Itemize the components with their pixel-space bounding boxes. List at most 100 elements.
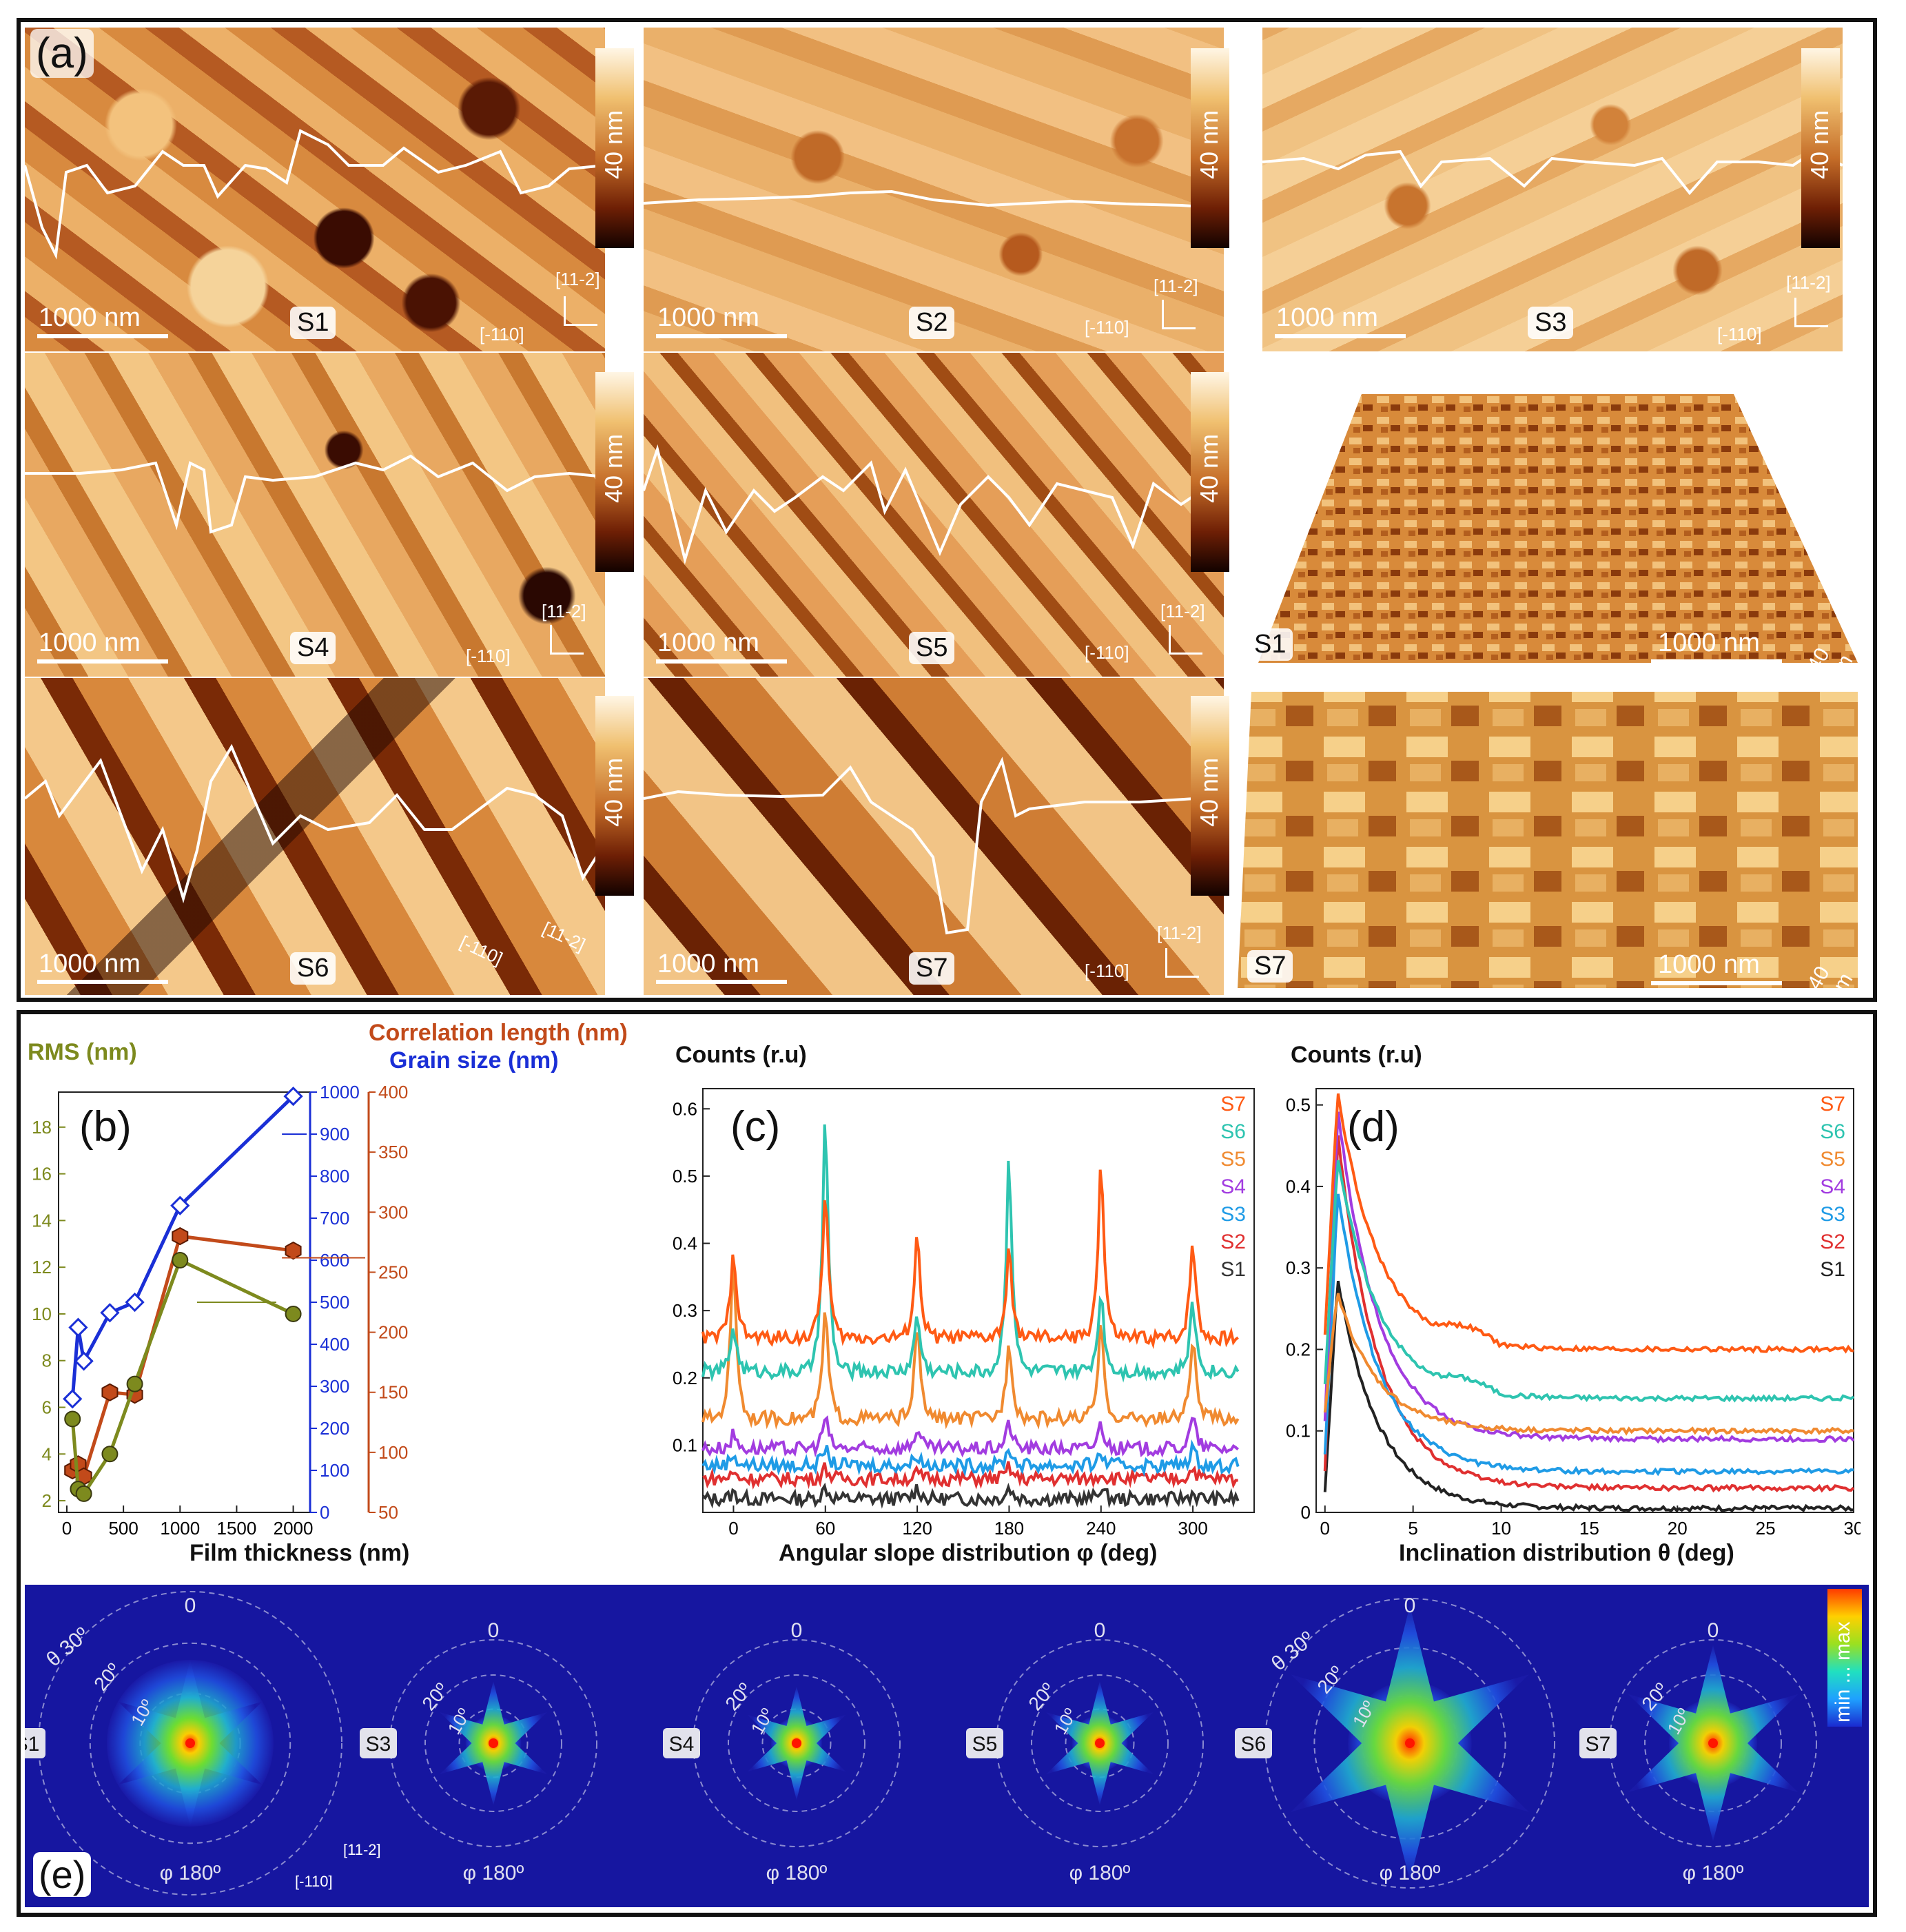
polar-colorbar-label: min ... max — [1832, 1621, 1854, 1723]
rms-point — [126, 1375, 143, 1393]
sample-tag: S7 — [1247, 950, 1293, 983]
corr-tick-label: 50 — [378, 1502, 398, 1523]
orientation-y-label: [11-2] — [1160, 601, 1205, 621]
polar-top-label: 0 — [1708, 1619, 1719, 1642]
panel-c-x-label: Angular slope distribution φ (deg) — [779, 1540, 1158, 1566]
orientation-x-label: [-110] — [1085, 317, 1129, 338]
afm-3d-view-s7: S7 1000 nm 40 nm — [1238, 678, 1865, 995]
plot-frame — [1315, 1088, 1854, 1513]
polar-sample-tag: S4 — [669, 1733, 695, 1756]
panel-a-letter: (a) — [30, 29, 94, 78]
x-tick-label: 25 — [1756, 1518, 1776, 1539]
polar-sample-tag-bg — [1579, 1728, 1617, 1758]
colorbar — [595, 48, 634, 248]
scale-bar — [656, 334, 787, 338]
panel-c-y-label: Counts (r.u) — [675, 1042, 807, 1068]
polar-ring-20-label: 20º — [418, 1679, 452, 1715]
grain-tick-label: 800 — [320, 1166, 349, 1186]
polar-top-label: 0 — [1404, 1594, 1416, 1617]
corr-tick-label: 400 — [378, 1082, 408, 1102]
colorbar — [1801, 48, 1840, 248]
scale-bar-label: 1000 nm — [1276, 303, 1378, 332]
polar-ring-20-label: 20º — [721, 1679, 755, 1715]
x-tick-label: 2000 — [274, 1518, 314, 1539]
polar-sample-tag-bg — [360, 1728, 397, 1758]
panel-e-background — [25, 1585, 1869, 1907]
chart-d: 0 5 10 15 20 25 30 0 0.1 0.2 0.3 0.4 0.5 S7 S6 S5 S4 S3 S2… — [1286, 1088, 1861, 1539]
polar-top-label: 0 — [1094, 1619, 1106, 1642]
x-tick-label: 0 — [62, 1518, 72, 1539]
sample-tag: S4 — [290, 632, 336, 664]
polar-sample-tag-bg — [663, 1728, 700, 1758]
rms-point — [101, 1446, 119, 1463]
colorbar-label: 40 nm — [1195, 757, 1223, 827]
orientation-x-label: [-110] — [1085, 960, 1129, 981]
orientation-arrows-icon — [564, 296, 597, 326]
scale-bar-label: 1000 nm — [1658, 628, 1760, 657]
orientation-y-label: [11-2] — [555, 269, 600, 289]
rms-point — [64, 1410, 81, 1428]
series-S1 — [701, 1482, 1240, 1509]
x-tick-label: 15 — [1579, 1518, 1599, 1539]
grain-tick-label: 0 — [320, 1502, 329, 1523]
polar-bottom-label: φ 180º — [1380, 1862, 1441, 1884]
grain-point — [63, 1389, 83, 1409]
polar-ring-20-label: 20º — [1024, 1679, 1058, 1715]
polar-sample-tag: S7 — [1586, 1733, 1611, 1756]
panel-d-letter: (d) — [1347, 1103, 1400, 1151]
polar-ring-20-label: 20º — [90, 1659, 124, 1695]
series-S3 — [701, 1439, 1240, 1477]
colorbar-label: 40 nm — [600, 433, 628, 503]
afm-image-s7: 1000 nm S7 [-110] [11-2] — [644, 678, 1224, 995]
polar-sample-tag-bg — [1235, 1728, 1272, 1758]
grain-tick-label: 400 — [320, 1334, 349, 1355]
afm-image-s6: 1000 nm S6 [-110] [11-2] — [25, 678, 605, 995]
rms-tick-label: 16 — [32, 1164, 52, 1184]
y-tick-label: 0.2 — [673, 1368, 697, 1388]
polar-colorbar — [1827, 1589, 1862, 1727]
corr-tick-label: 100 — [378, 1442, 408, 1463]
scale-bar — [37, 334, 168, 338]
grain-point — [283, 1086, 303, 1107]
orientation-arrows-icon — [1169, 625, 1202, 655]
colorbar — [595, 696, 634, 896]
legend-S3: S3 — [1820, 1203, 1845, 1226]
polar-theta-label: θ 30º — [42, 1623, 93, 1672]
legend-S7: S7 — [1820, 1093, 1845, 1116]
rms-tick-label: 18 — [32, 1117, 52, 1138]
grain-point — [170, 1195, 190, 1215]
grain-tick-label: 600 — [320, 1250, 349, 1271]
rms-tick-label: 6 — [42, 1397, 52, 1418]
colorbar-label: 40 nm — [600, 110, 628, 179]
polar-ring-middle — [728, 1674, 865, 1812]
sample-tag: S3 — [1528, 307, 1574, 339]
panel-d-x-label: Inclination distribution θ (deg) — [1399, 1540, 1734, 1566]
x-tick-label: 0 — [728, 1518, 738, 1539]
y-tick-label: 0.3 — [673, 1300, 697, 1321]
orientation-arrows-icon — [550, 625, 584, 655]
grain-tick-label: 900 — [320, 1124, 349, 1144]
profile-line-s7 — [644, 757, 1224, 935]
legend-S4: S4 — [1220, 1175, 1246, 1198]
x-tick-label: 10 — [1491, 1518, 1511, 1539]
scale-bar-label: 1000 nm — [39, 949, 141, 978]
afm-image-s2: 1000 nm S2 [-110] [11-2] — [644, 28, 1224, 351]
scale-bar — [656, 659, 787, 664]
afm-3d-view-s1: S1 1000 nm 40 nm — [1238, 353, 1865, 677]
legend-S6: S6 — [1220, 1120, 1246, 1143]
y-tick-label: 0.3 — [1286, 1257, 1311, 1278]
panel-d-y-label: Counts (r.u) — [1291, 1042, 1422, 1068]
panel-b-letter: (b) — [79, 1103, 132, 1151]
afm-3d-surface-s7 — [1238, 692, 1858, 988]
series-S5 — [701, 1262, 1240, 1430]
sample-tag: S1 — [1247, 628, 1293, 661]
corr-tick-label: 200 — [378, 1322, 408, 1343]
sample-tag: S5 — [909, 632, 955, 664]
grain-tick-label: 200 — [320, 1418, 349, 1439]
scale-bar — [1275, 334, 1406, 338]
grain-tick-label: 700 — [320, 1208, 349, 1229]
corr-point — [172, 1227, 189, 1246]
chart-b: 0 500 1000 1500 2000 2 4 6 8 10 12 14 16 18 0 100 200 300… — [32, 1082, 408, 1539]
polar-center — [1405, 1738, 1415, 1748]
